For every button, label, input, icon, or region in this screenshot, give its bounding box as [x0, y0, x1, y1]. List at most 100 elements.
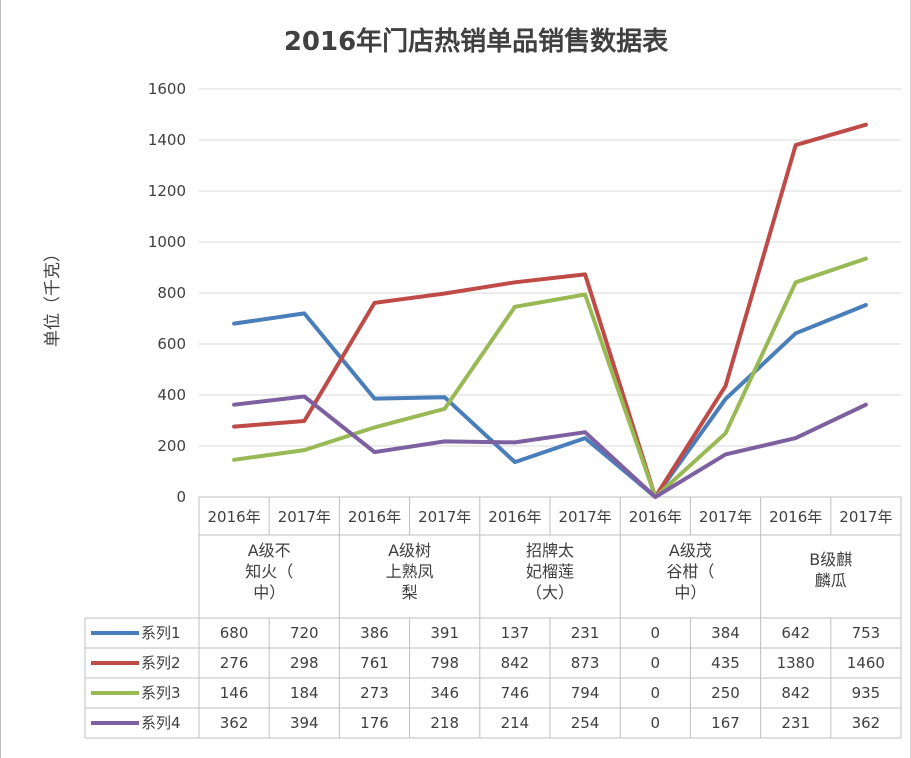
- x-tick-label: 2017年: [418, 508, 471, 526]
- series-line: [232, 394, 868, 499]
- table-cell: 873: [571, 654, 600, 672]
- category-label: B级麒: [809, 550, 852, 569]
- data-point: [513, 305, 517, 309]
- table-cell: 798: [430, 654, 459, 672]
- table-cell: 254: [571, 714, 600, 732]
- category-label: 中）: [253, 583, 285, 602]
- category-label: （大）: [526, 583, 574, 602]
- category-label: 知火（: [245, 562, 293, 581]
- data-point: [302, 395, 306, 399]
- y-tick-label: 1200: [148, 182, 186, 200]
- y-tick-label: 200: [157, 437, 186, 455]
- series-name: 系列1: [141, 624, 181, 642]
- table-cell: 250: [711, 684, 740, 702]
- table-cell: 273: [360, 684, 389, 702]
- data-point: [513, 440, 517, 444]
- y-tick-label: 0: [176, 488, 186, 506]
- data-point: [724, 397, 727, 401]
- series-name: 系列4: [141, 714, 181, 732]
- data-point: [373, 425, 376, 429]
- x-tick-label: 2016年: [769, 508, 822, 526]
- series-name: 系列3: [141, 684, 181, 702]
- data-point: [373, 397, 376, 401]
- table-cell: 384: [711, 624, 740, 642]
- category-label: A级不: [248, 541, 291, 560]
- data-point: [302, 448, 306, 452]
- table-cell: 753: [852, 624, 881, 642]
- series-lines: [232, 122, 868, 499]
- table-cell: 184: [290, 684, 319, 702]
- data-point: [232, 403, 236, 407]
- table-cell: 346: [430, 684, 459, 702]
- x-tick-label: 2016年: [629, 508, 682, 526]
- data-point: [373, 301, 376, 305]
- table-cell: 394: [290, 714, 319, 732]
- data-point: [443, 407, 447, 411]
- y-tick-label: 1000: [148, 233, 186, 251]
- data-point: [583, 436, 587, 440]
- series-line: [232, 256, 868, 499]
- category-label: A级茂: [669, 541, 712, 560]
- table-cell: 435: [711, 654, 740, 672]
- table-cell: 746: [501, 684, 530, 702]
- data-point: [724, 452, 727, 456]
- x-tick-label: 2017年: [699, 508, 752, 526]
- table-cell: 680: [220, 624, 249, 642]
- data-point: [583, 293, 587, 297]
- data-point: [583, 272, 587, 276]
- table-cell: 146: [220, 684, 249, 702]
- category-label: 妃榴莲: [526, 562, 574, 581]
- y-tick-label: 800: [157, 284, 186, 302]
- x-tick-label: 2017年: [278, 508, 331, 526]
- data-point: [794, 331, 798, 335]
- table-cell: 167: [711, 714, 740, 732]
- data-point: [864, 303, 868, 307]
- x-tick-label: 2016年: [348, 508, 401, 526]
- data-point: [794, 143, 798, 147]
- data-point: [513, 460, 517, 464]
- y-tick-label: 1400: [148, 131, 186, 149]
- category-label: 梨: [402, 583, 418, 602]
- data-point: [443, 439, 447, 443]
- data-point: [443, 292, 447, 296]
- chart-title: 2016年门店热销单品销售数据表: [284, 26, 669, 57]
- table-cell: 842: [781, 684, 810, 702]
- table-cell: 176: [360, 714, 389, 732]
- table-cell: 0: [651, 714, 661, 732]
- table-cell: 761: [360, 654, 389, 672]
- category-label: 麟瓜: [815, 571, 847, 590]
- x-tick-label: 2017年: [839, 508, 892, 526]
- data-point: [864, 257, 868, 261]
- x-tick-label: 2016年: [208, 508, 261, 526]
- table-cell: 642: [781, 624, 810, 642]
- data-point: [794, 436, 798, 440]
- category-label: 招牌太: [526, 541, 574, 560]
- data-point: [232, 458, 236, 462]
- table-cell: 0: [651, 654, 661, 672]
- table-cell: 362: [852, 714, 881, 732]
- x-tick-label: 2017年: [559, 508, 612, 526]
- data-point: [864, 403, 868, 407]
- data-point: [513, 280, 517, 284]
- table-cell: 935: [852, 684, 881, 702]
- table-cell: 276: [220, 654, 249, 672]
- table-cell: 218: [430, 714, 459, 732]
- table-cell: 137: [501, 624, 530, 642]
- category-label: 中）: [674, 583, 706, 602]
- y-axis-ticks: 0 200 400 600 800 1000 1200 1400 1600: [148, 80, 186, 506]
- table-cell: 720: [290, 624, 319, 642]
- data-point: [373, 450, 376, 454]
- series-line: [232, 303, 868, 499]
- table-cell: 391: [430, 624, 459, 642]
- y-tick-label: 600: [157, 335, 186, 353]
- table-cell: 842: [501, 654, 530, 672]
- data-table: 2016年 2017年 2016年 2017年 2016年 2017年 2016年 2017年…: [84, 497, 902, 739]
- table-cell: 0: [651, 624, 661, 642]
- data-point: [653, 495, 657, 499]
- table-cell: 362: [220, 714, 249, 732]
- table-cell: 231: [571, 624, 600, 642]
- table-cell: 1380: [777, 654, 815, 672]
- category-label: 上熟凤: [386, 562, 434, 581]
